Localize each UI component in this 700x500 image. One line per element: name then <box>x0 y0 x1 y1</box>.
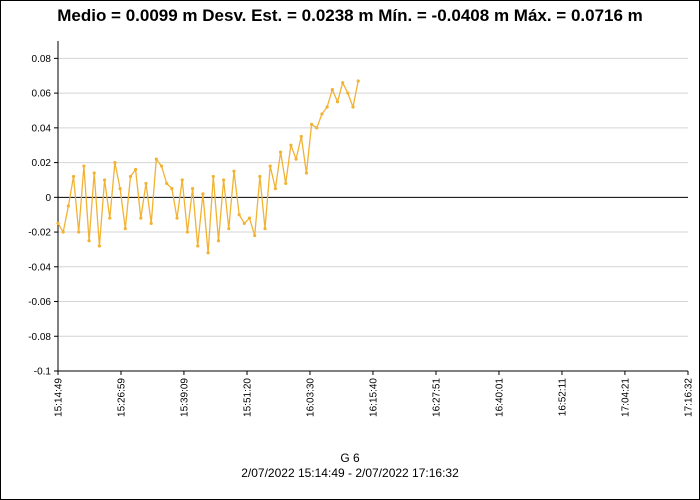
data-point <box>253 233 257 238</box>
data-point <box>320 112 324 116</box>
data-point <box>175 216 179 220</box>
data-point <box>190 187 195 191</box>
y-tick-label: 0.02 <box>32 158 52 169</box>
data-point <box>118 187 122 191</box>
data-point <box>128 174 133 179</box>
chart-subtitle: G 6 <box>340 451 360 465</box>
x-tick-label: 15:39:09 <box>179 378 190 417</box>
date-range-label: 2/07/2022 15:14:49 - 2/07/2022 17:16:32 <box>241 466 459 480</box>
data-point <box>325 105 329 109</box>
data-point <box>278 150 283 154</box>
data-point <box>144 181 148 186</box>
x-tick-label: 16:15:40 <box>368 378 379 417</box>
data-point <box>113 160 117 165</box>
data-point <box>341 81 345 85</box>
data-point <box>330 88 334 92</box>
data-point <box>77 230 81 234</box>
data-point <box>123 226 127 231</box>
data-point <box>304 171 309 175</box>
y-tick-label: -0.02 <box>28 228 51 239</box>
data-point <box>154 157 158 161</box>
data-point <box>227 226 231 231</box>
data-point <box>56 221 60 225</box>
data-point <box>237 213 241 217</box>
data-point <box>180 178 184 182</box>
data-point <box>242 221 246 225</box>
data-point <box>222 178 226 182</box>
data-point <box>232 169 236 173</box>
data-point <box>346 91 350 95</box>
x-tick-label: 17:04:21 <box>620 378 631 417</box>
data-point <box>310 122 314 126</box>
y-tick-label: -0.1 <box>34 367 52 378</box>
x-tick-label: 15:14:49 <box>54 378 65 417</box>
data-point <box>315 126 319 130</box>
data-point <box>299 134 303 139</box>
data-point <box>66 204 70 208</box>
x-tick-label: 15:26:59 <box>116 378 127 417</box>
data-point <box>108 216 112 220</box>
y-tick-label: 0.06 <box>32 89 52 100</box>
data-point <box>102 178 107 182</box>
data-point <box>139 216 143 220</box>
data-point <box>206 251 210 255</box>
x-tick-label: 16:03:30 <box>305 378 316 417</box>
data-point <box>273 187 277 191</box>
y-tick-label: -0.04 <box>28 262 51 273</box>
data-point <box>165 181 169 186</box>
data-point <box>61 230 65 234</box>
chart-title: Medio = 0.0099 m Desv. Est. = 0.0238 m M… <box>57 6 643 25</box>
x-tick-label: 16:40:01 <box>494 378 505 417</box>
data-point <box>263 226 267 231</box>
data-point <box>211 174 215 179</box>
x-tick-label: 16:52:11 <box>557 378 568 417</box>
x-tick-label: 16:27:51 <box>431 378 442 417</box>
data-point <box>97 244 102 248</box>
data-point <box>149 221 153 225</box>
data-point <box>71 174 76 179</box>
data-point <box>289 143 293 147</box>
data-point <box>185 230 189 234</box>
data-point <box>284 181 288 186</box>
data-point <box>247 216 252 220</box>
data-point <box>170 187 174 191</box>
data-point <box>335 100 340 104</box>
series-line <box>57 80 359 254</box>
data-point <box>216 239 221 243</box>
data-point <box>258 174 262 179</box>
data-point <box>351 105 355 109</box>
data-point <box>356 79 360 83</box>
x-tick-label: 15:51:20 <box>243 378 254 417</box>
y-tick-label: -0.08 <box>28 332 51 343</box>
data-point <box>159 164 164 168</box>
y-tick-label: 0.08 <box>32 54 52 65</box>
data-point <box>268 164 272 168</box>
x-tick-label: 17:16:32 <box>684 378 695 417</box>
data-point <box>87 239 91 243</box>
data-point <box>82 164 86 168</box>
data-point <box>294 157 298 161</box>
data-point <box>196 244 200 248</box>
y-tick-label: -0.06 <box>28 297 51 308</box>
data-point <box>92 171 96 175</box>
y-tick-label: 0 <box>45 193 51 204</box>
data-point <box>134 167 138 172</box>
y-tick-label: 0.04 <box>32 123 52 134</box>
data-point <box>201 192 205 196</box>
